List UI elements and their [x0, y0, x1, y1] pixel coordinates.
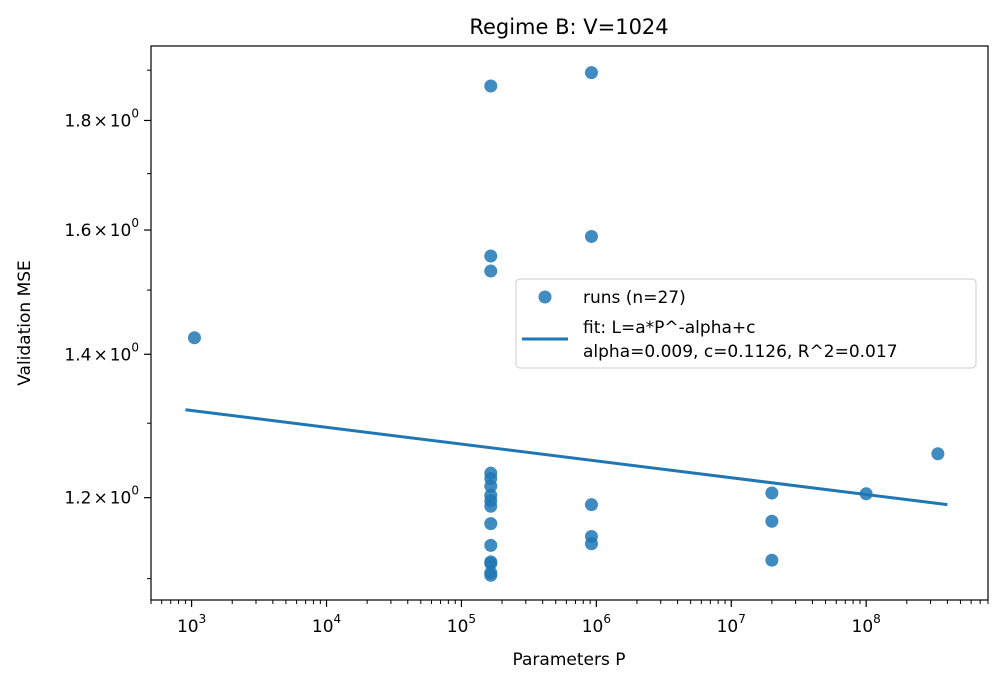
y-tick-base: 10 [110, 111, 132, 131]
legend-marker-runs [538, 290, 552, 304]
data-point [584, 498, 598, 512]
data-point [584, 537, 598, 551]
x-tick-exponent: 6 [603, 612, 611, 626]
x-tick-label: 106 [582, 612, 611, 637]
data-point [484, 517, 498, 531]
y-tick-times: × [93, 489, 107, 509]
x-tick-exponent: 8 [873, 612, 881, 626]
data-point [484, 557, 498, 571]
data-point [484, 479, 498, 493]
y-tick-mantissa: 1.8 [64, 111, 91, 131]
legend-label-fit-line1: fit: L=a*P^-alpha+c [583, 318, 755, 338]
x-tick-base: 10 [447, 617, 469, 637]
data-point [765, 486, 779, 500]
y-tick-exponent: 0 [131, 106, 139, 120]
legend: runs (n=27) fit: L=a*P^-alpha+c alpha=0.… [515, 278, 977, 369]
x-tick-base: 10 [852, 617, 874, 637]
data-point [584, 229, 598, 243]
points-layer [187, 66, 945, 582]
x-axis-label: Parameters P [513, 650, 626, 670]
plot-frame [150, 45, 989, 601]
data-point [584, 66, 598, 80]
data-point [484, 499, 498, 513]
data-point [484, 538, 498, 552]
y-tick-mantissa: 1.2 [64, 489, 91, 509]
x-tick-label: 104 [312, 612, 341, 637]
y-tick-label: 1.4 × 100 [64, 340, 139, 365]
x-tick-base: 10 [582, 617, 604, 637]
fit-layer [185, 408, 948, 507]
data-point [765, 514, 779, 528]
x-tick-exponent: 4 [334, 612, 342, 626]
y-tick-times: × [93, 111, 107, 131]
y-tick-exponent: 0 [131, 484, 139, 498]
y-tick-label: 1.8 × 100 [64, 106, 139, 131]
data-point [931, 447, 945, 461]
legend-label-fit-line2: alpha=0.009, c=0.1126, R^2=0.017 [583, 342, 898, 362]
x-tick-exponent: 3 [199, 612, 207, 626]
y-tick-mantissa: 1.4 [64, 345, 91, 365]
x-tick-label: 107 [717, 612, 746, 637]
x-tick-exponent: 7 [738, 612, 746, 626]
data-point [484, 264, 498, 278]
data-point [484, 249, 498, 263]
data-point [187, 331, 201, 345]
x-tick-label: 103 [177, 612, 206, 637]
data-point [859, 487, 873, 501]
x-tick-label: 105 [447, 612, 476, 637]
chart-title: Regime B: V=1024 [469, 15, 668, 39]
y-axis-label: Validation MSE [15, 260, 35, 386]
y-tick-times: × [93, 345, 107, 365]
y-tick-base: 10 [110, 489, 132, 509]
y-tick-base: 10 [110, 345, 132, 365]
x-tick-base: 10 [312, 617, 334, 637]
x-tick-label: 108 [852, 612, 881, 637]
y-tick-label: 1.6 × 100 [64, 216, 139, 241]
y-tick-mantissa: 1.6 [64, 221, 91, 241]
legend-label-runs: runs (n=27) [583, 288, 686, 308]
legend-box [515, 278, 977, 369]
x-tick-base: 10 [177, 617, 199, 637]
y-tick-exponent: 0 [131, 340, 139, 354]
data-point [484, 568, 498, 582]
x-ticks: 103 104 105 106 107 108 [150, 600, 989, 637]
fit-line [185, 408, 948, 507]
y-tick-times: × [93, 221, 107, 241]
y-tick-exponent: 0 [131, 216, 139, 230]
data-point [484, 79, 498, 93]
x-tick-base: 10 [717, 617, 739, 637]
x-tick-exponent: 5 [468, 612, 476, 626]
y-tick-base: 10 [110, 221, 132, 241]
data-point [765, 553, 779, 567]
y-tick-label: 1.2 × 100 [64, 484, 139, 509]
